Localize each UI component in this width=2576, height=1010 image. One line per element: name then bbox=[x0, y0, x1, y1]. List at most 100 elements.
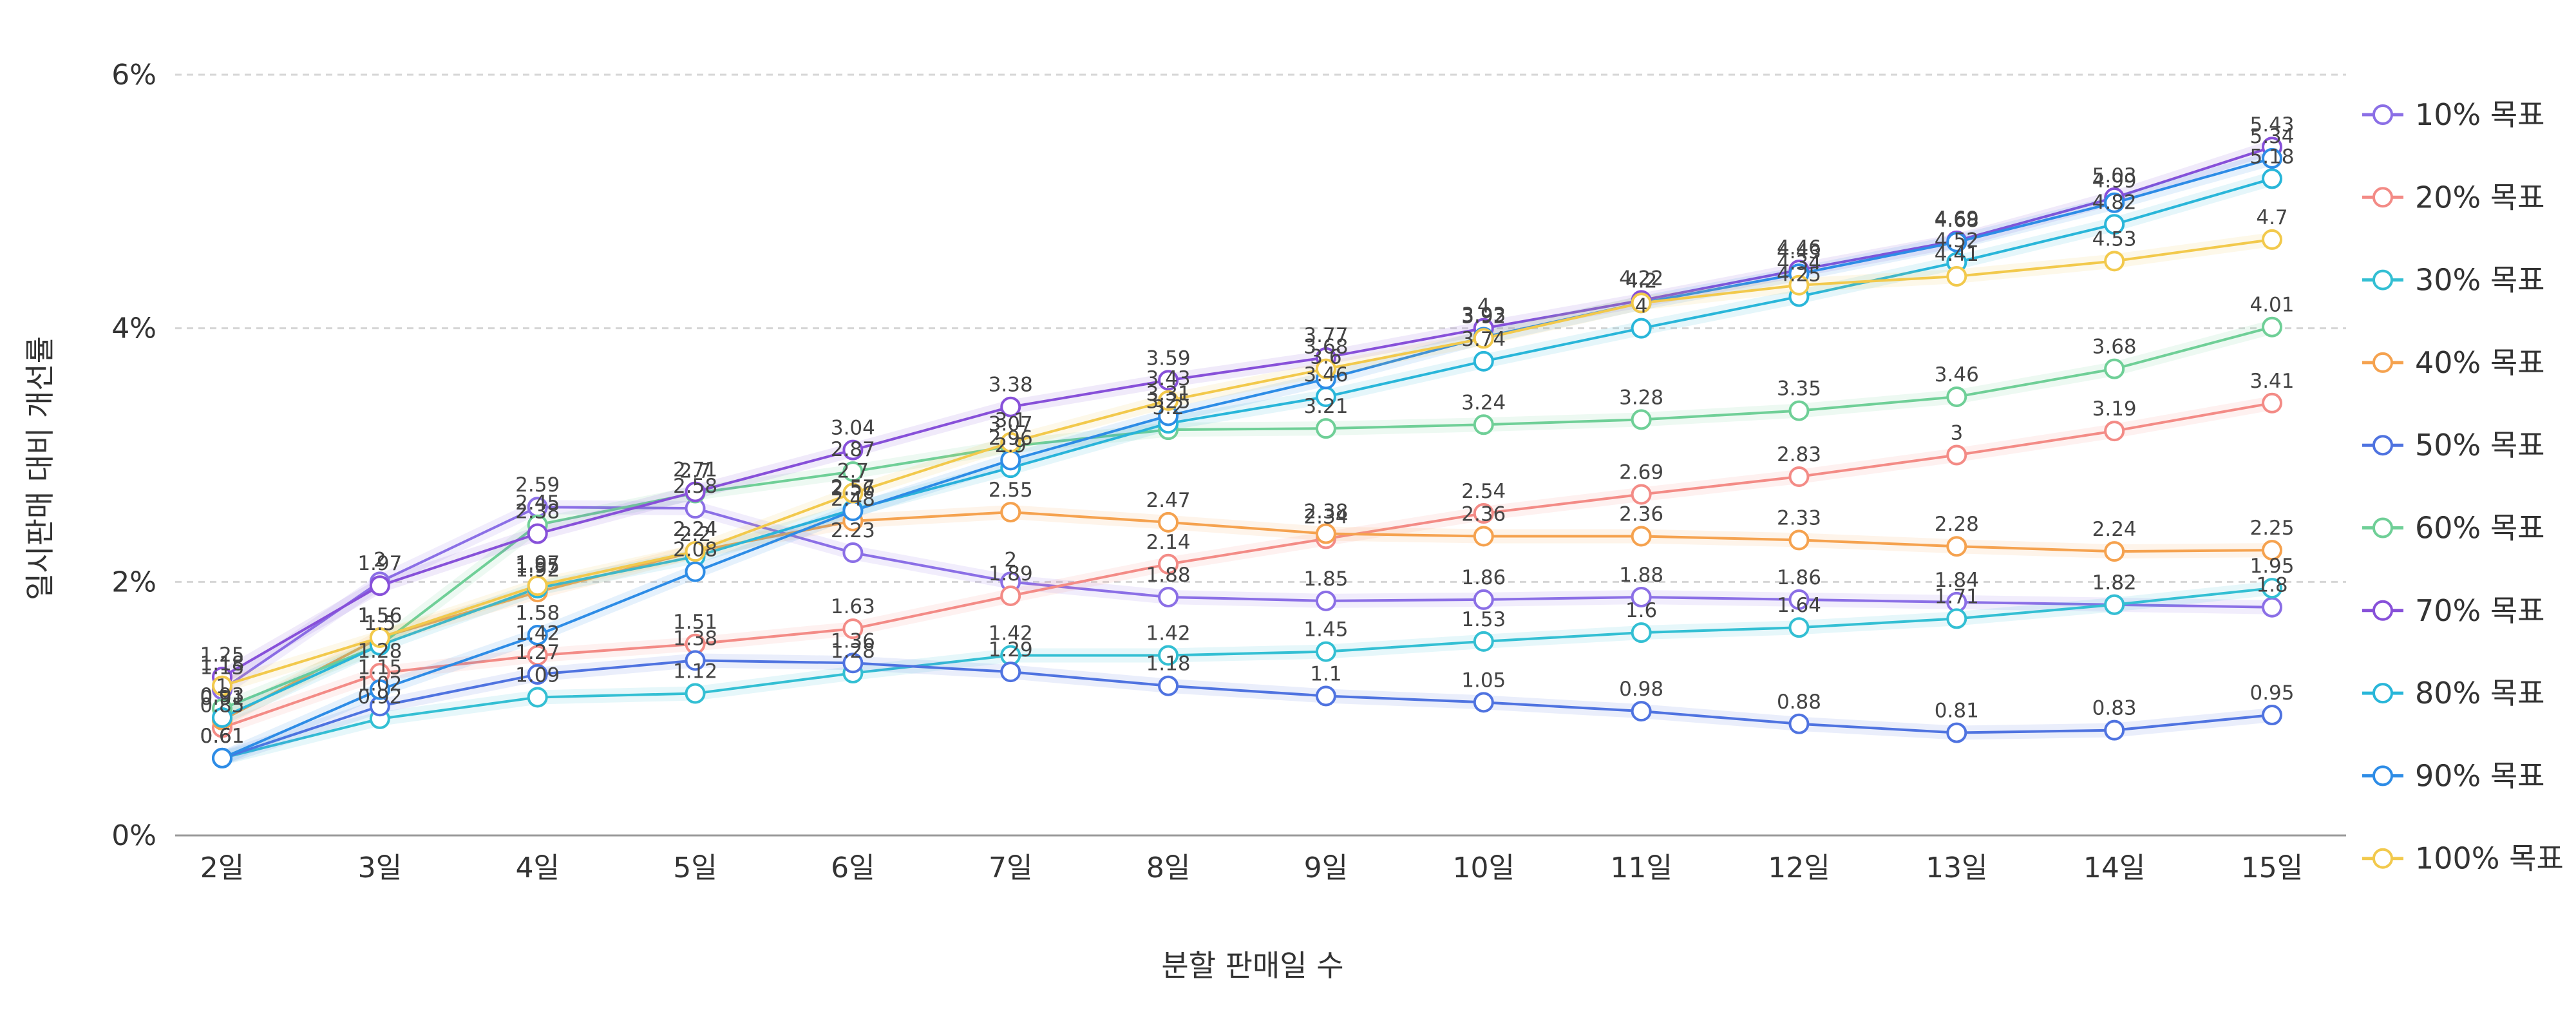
data-label: 1.92 bbox=[515, 558, 560, 582]
legend-label: 80% 목표 bbox=[2415, 676, 2545, 710]
data-label: 5.18 bbox=[2249, 145, 2294, 168]
data-label: 2.96 bbox=[989, 426, 1033, 450]
data-point bbox=[2262, 540, 2282, 561]
data-point bbox=[1631, 318, 1652, 339]
data-label: 1.85 bbox=[1303, 567, 1348, 591]
data-label: 3.59 bbox=[1146, 347, 1191, 370]
data-point bbox=[2104, 358, 2125, 379]
y-tick-label: 0% bbox=[111, 819, 156, 852]
data-label: 3.35 bbox=[1777, 377, 1821, 401]
data-point bbox=[527, 664, 548, 685]
data-point bbox=[1000, 396, 1021, 417]
data-label: 3.28 bbox=[1619, 386, 1663, 409]
data-label: 1.27 bbox=[515, 641, 560, 664]
series-6 bbox=[215, 319, 2279, 716]
data-point bbox=[1473, 692, 1494, 713]
data-label: 1.42 bbox=[1146, 622, 1191, 645]
y-axis-title: 일시판매 대비 개선률 bbox=[23, 336, 57, 600]
series-line bbox=[222, 238, 2273, 687]
data-point bbox=[2262, 578, 2282, 599]
x-tick-label: 7일 bbox=[989, 852, 1032, 884]
data-point bbox=[369, 627, 390, 648]
series-3 bbox=[215, 581, 2279, 765]
data-point bbox=[1315, 358, 1336, 379]
data-label: 4 bbox=[1635, 295, 1648, 318]
data-label: 1.58 bbox=[515, 602, 560, 625]
data-label: 1.88 bbox=[1146, 564, 1191, 587]
data-point bbox=[2104, 214, 2125, 235]
data-label: 5.03 bbox=[2092, 164, 2137, 187]
data-label: 4.34 bbox=[1777, 252, 1821, 275]
data-point bbox=[1788, 400, 1810, 421]
data-point bbox=[2104, 594, 2125, 615]
data-label: 1.8 bbox=[2256, 574, 2287, 597]
data-point bbox=[1158, 675, 1179, 696]
data-point bbox=[2262, 392, 2282, 414]
data-point bbox=[527, 575, 548, 596]
data-point bbox=[1788, 529, 1810, 551]
data-point bbox=[685, 650, 706, 671]
data-label: 1.15 bbox=[200, 656, 244, 680]
data-point bbox=[1473, 350, 1494, 372]
data-label: 0.98 bbox=[1619, 678, 1663, 701]
data-point bbox=[1315, 685, 1336, 707]
data-label: 2.48 bbox=[831, 488, 875, 511]
data-label: 1.53 bbox=[1461, 608, 1506, 631]
data-point bbox=[1158, 370, 1179, 391]
data-point bbox=[1946, 265, 1967, 287]
data-label: 3.92 bbox=[1461, 305, 1506, 328]
x-tick-label: 14일 bbox=[2083, 852, 2145, 884]
data-label: 1.63 bbox=[831, 595, 875, 618]
data-label: 1.82 bbox=[2092, 571, 2137, 595]
data-point bbox=[1788, 617, 1810, 638]
legend-item: 20% 목표 bbox=[2362, 180, 2545, 214]
data-label: 2 bbox=[374, 548, 386, 571]
data-label: 0.92 bbox=[357, 685, 402, 709]
series-10 bbox=[215, 232, 2279, 693]
data-label: 3.04 bbox=[831, 417, 875, 440]
data-label: 2.56 bbox=[831, 477, 875, 500]
data-point bbox=[685, 683, 706, 704]
data-label: 2.57 bbox=[831, 476, 875, 499]
data-label: 5.34 bbox=[2249, 125, 2294, 148]
data-point bbox=[212, 747, 232, 768]
legend-marker bbox=[2372, 269, 2393, 291]
data-point bbox=[212, 675, 232, 696]
data-label: 3.93 bbox=[1461, 303, 1506, 327]
data-label: 1.1 bbox=[1310, 662, 1341, 685]
data-point bbox=[1158, 511, 1179, 533]
data-point bbox=[527, 523, 548, 544]
data-label: 2.69 bbox=[1619, 461, 1663, 484]
data-point bbox=[1788, 466, 1810, 487]
data-label: 4.7 bbox=[2256, 206, 2287, 229]
data-label: 2.08 bbox=[673, 538, 717, 562]
x-axis-title: 분할 판매일 수 bbox=[1161, 948, 1343, 983]
data-label: 4.41 bbox=[1935, 243, 1979, 266]
legend-item: 100% 목표 bbox=[2362, 841, 2564, 876]
gridlines bbox=[175, 73, 2346, 583]
data-point bbox=[1473, 503, 1494, 524]
data-point bbox=[1315, 418, 1336, 439]
legend: 10% 목표 20% 목표 30% 목표 40% 목표 50% 목표 60% 목표 70% … bbox=[2362, 97, 2564, 876]
data-point bbox=[1946, 536, 1967, 557]
legend-marker bbox=[2372, 187, 2393, 208]
data-point bbox=[2262, 596, 2282, 618]
axes: 0% 2% 4% 6% 2일 3일 4일 5일 6일 7일 8일 9일 10일 11일 12일 13일 14일 1… bbox=[111, 59, 2346, 884]
data-point bbox=[1631, 484, 1652, 505]
data-label: 0.61 bbox=[200, 725, 244, 748]
legend-item: 90% 목표 bbox=[2362, 758, 2545, 793]
data-label: 4.2 bbox=[1625, 269, 1657, 292]
data-label: 4.52 bbox=[1935, 229, 1979, 252]
series-7 bbox=[215, 140, 2279, 684]
legend-marker bbox=[2372, 600, 2393, 621]
series-line bbox=[222, 401, 2273, 729]
x-tick-label: 6일 bbox=[831, 852, 875, 884]
data-label: 2.7 bbox=[837, 460, 869, 483]
data-point bbox=[2262, 148, 2282, 169]
data-point bbox=[1631, 586, 1652, 607]
data-point bbox=[1946, 722, 1967, 743]
data-label: 4.01 bbox=[2249, 294, 2294, 317]
data-point bbox=[1000, 432, 1021, 453]
data-label: 1 bbox=[216, 675, 229, 698]
data-label: 1.45 bbox=[1303, 618, 1348, 642]
